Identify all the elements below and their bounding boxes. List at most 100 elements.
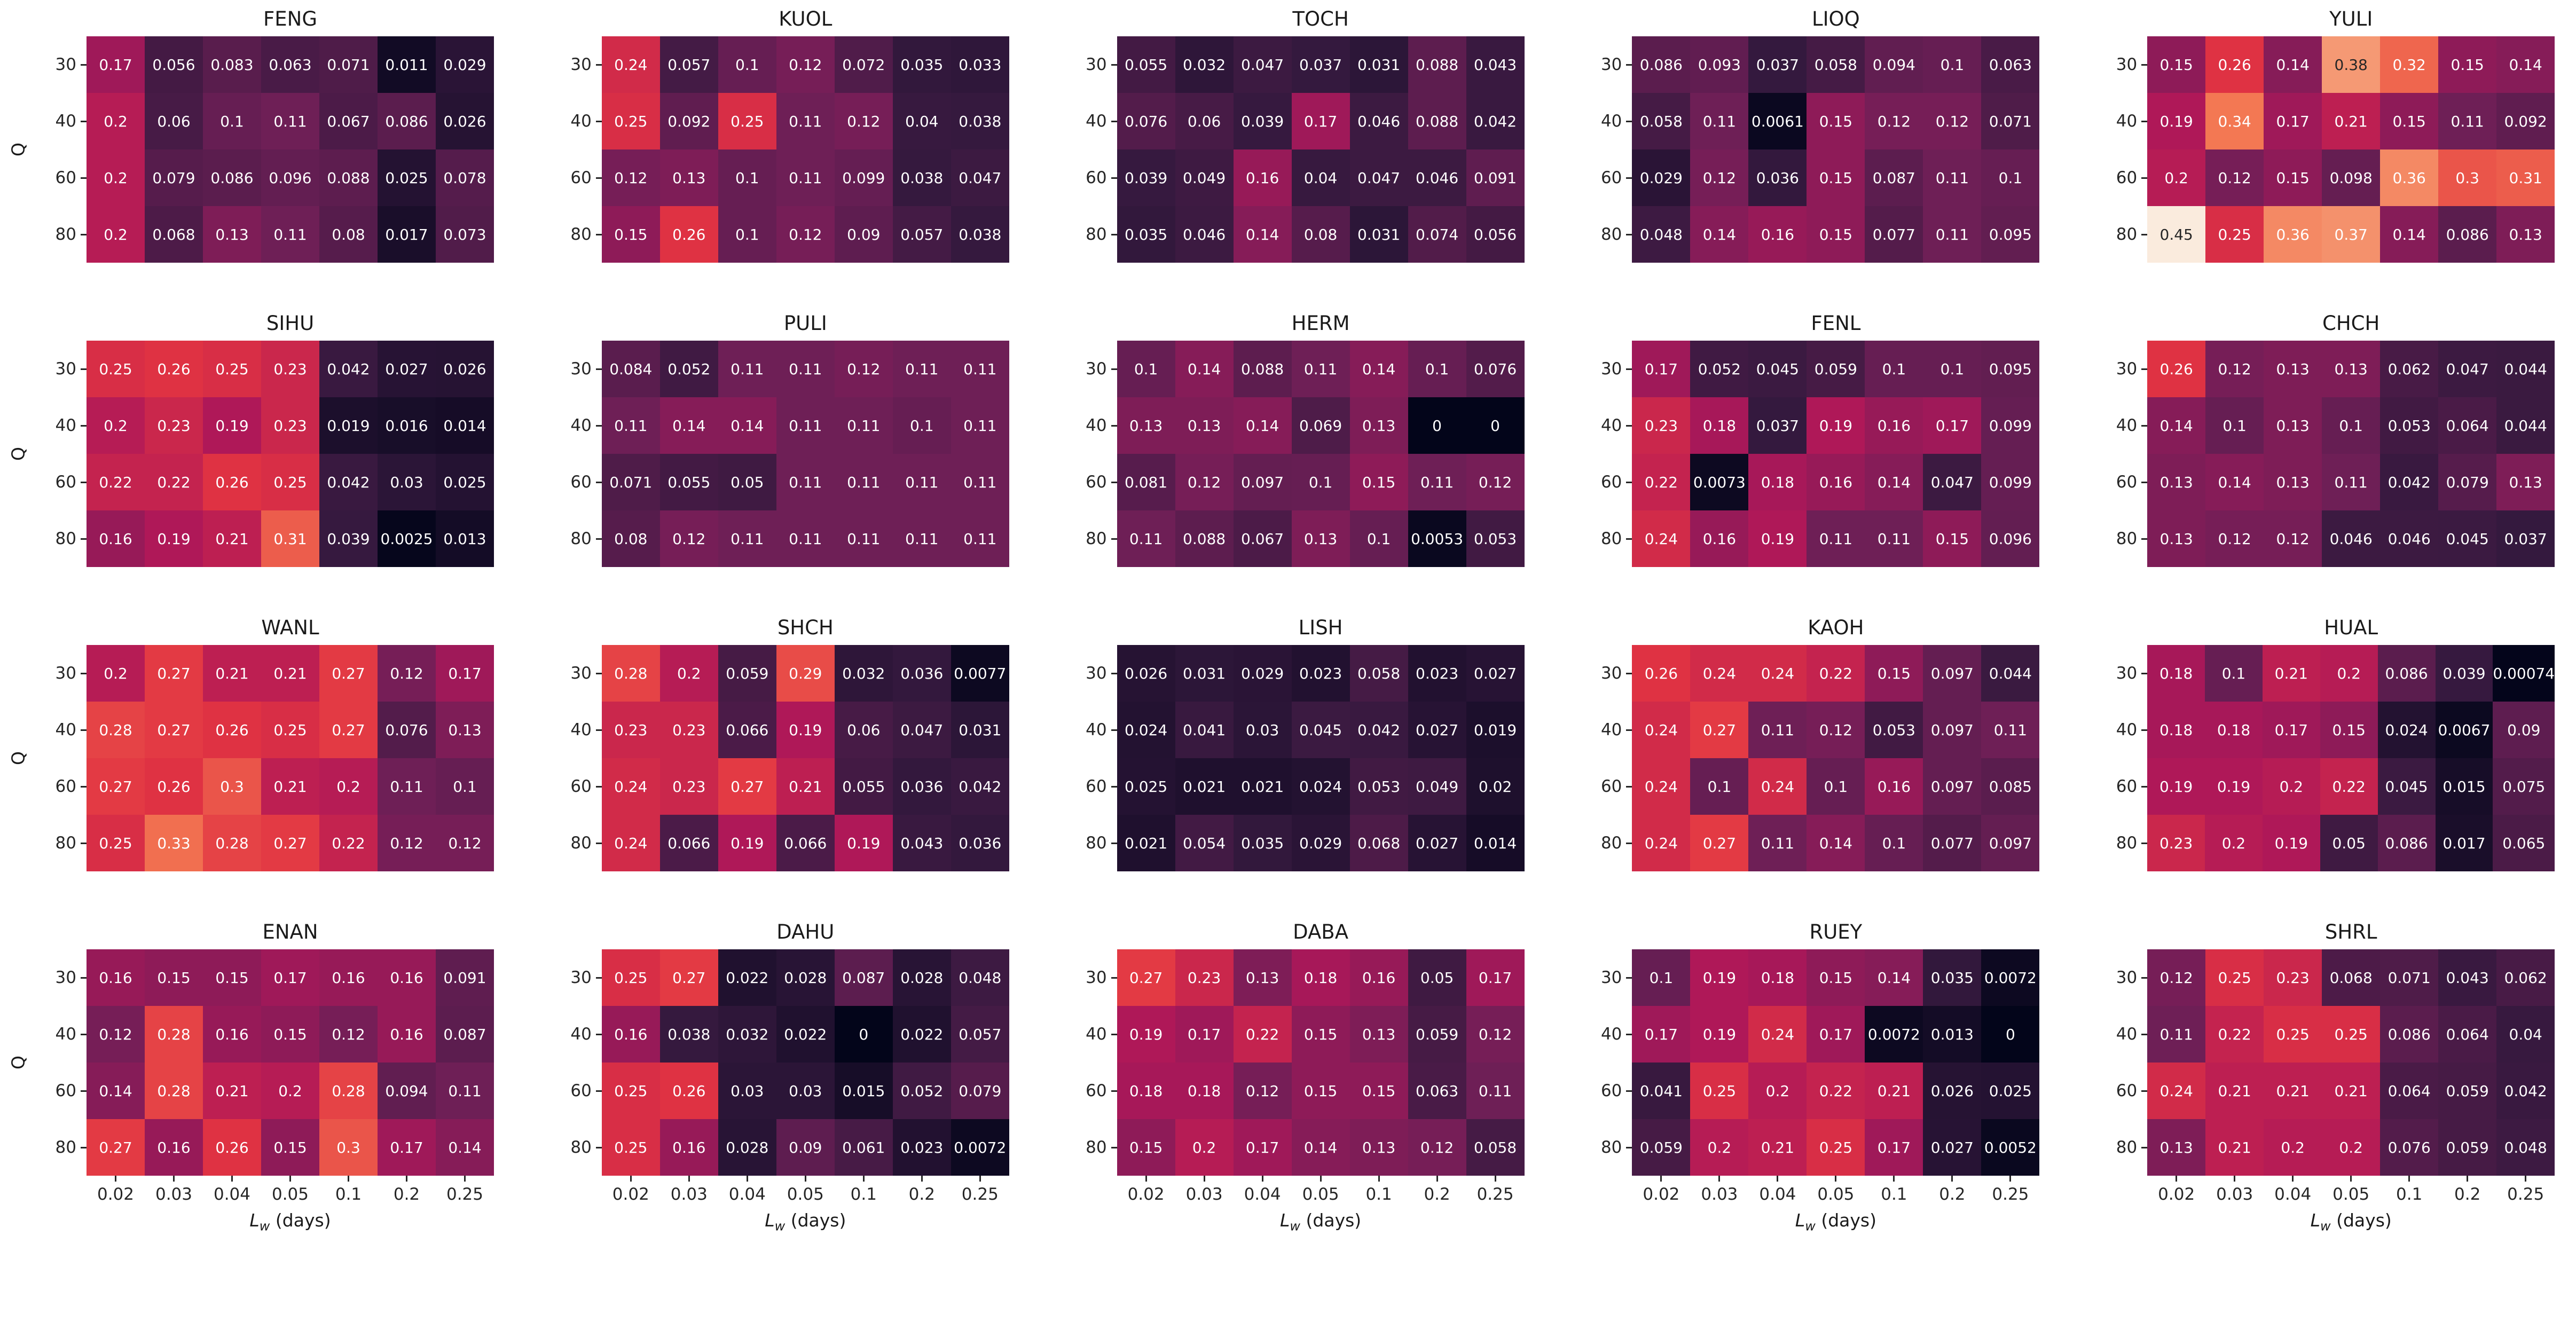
heatmap-cell: 0.1 [2322, 397, 2381, 454]
x-axis-label: Lw (days) [87, 1210, 494, 1234]
y-tick: 60 [1601, 454, 1632, 510]
heatmap-cell: 0.11 [892, 510, 951, 567]
y-tick-label: 30 [2116, 664, 2138, 683]
y-tick: 40 [56, 702, 87, 758]
y-tick: 80 [1601, 206, 1632, 263]
y-tick-label: 40 [2116, 416, 2138, 435]
y-tick: 60 [2116, 454, 2148, 510]
y-tick-label: 40 [1600, 720, 1622, 739]
y-tick-mark [595, 1090, 602, 1092]
heatmap-cell: 0.17 [1233, 1119, 1292, 1176]
y-tick-label: 60 [1086, 473, 1107, 492]
y-tick: 30 [570, 341, 602, 397]
y-tick: 60 [1086, 454, 1117, 510]
x-tick-label: 0.2 [2454, 1185, 2481, 1204]
x-tick-mark [979, 1176, 981, 1182]
heatmap-cell: 0.13 [2322, 341, 2381, 397]
heatmap-cell: 0.19 [1690, 949, 1749, 1006]
heatmap-cell: 0.024 [1117, 702, 1175, 758]
heatmap-cell: 0.069 [1291, 397, 1350, 454]
y-tick: 30 [1086, 36, 1117, 93]
heatmap-cell: 0.11 [1291, 341, 1350, 397]
heatmap-cell: 0.11 [892, 454, 951, 510]
heatmap-cell: 0.026 [436, 93, 494, 149]
y-tick-label: 40 [570, 720, 592, 739]
heatmap-cell: 0.25 [718, 93, 776, 149]
heatmap-cell: 0.14 [1233, 206, 1292, 263]
heatmap-cell: 0.091 [436, 949, 494, 1006]
heatmap-cell: 0.19 [718, 815, 776, 871]
heatmap-cell: 0.1 [1923, 36, 1982, 93]
heatmap-cell: 0.1 [892, 397, 951, 454]
y-tick-label: 40 [55, 1025, 76, 1044]
heatmap-cell: 0.094 [378, 1063, 436, 1119]
y-tick-label: 40 [570, 416, 592, 435]
heatmap-cell: 0.18 [2205, 702, 2263, 758]
y-tick-label: 80 [1600, 529, 1622, 548]
heatmap-cell: 0.021 [1117, 815, 1175, 871]
heatmap-cell: 0.056 [145, 36, 203, 93]
heatmap-cell: 0.14 [659, 397, 718, 454]
heatmap-cell: 0.1 [2205, 645, 2263, 702]
x-tick: 0.04 [718, 1176, 776, 1204]
y-tick: 40 [2116, 702, 2148, 758]
y-tick-mark [595, 729, 602, 731]
heatmap-cell: 0.096 [1981, 510, 2040, 567]
x-tick-mark [1436, 1176, 1438, 1182]
heatmap-cell: 0.16 [87, 949, 145, 1006]
x-tick-mark [2350, 1176, 2352, 1182]
y-tick-mark [1111, 785, 1117, 788]
heatmap-cell: 0.049 [1408, 758, 1466, 815]
x-tick-mark [746, 1176, 748, 1182]
heatmap-cell: 0.11 [951, 397, 1009, 454]
axes-ruey: 0.1 0.19 0.18 0.15 0.14 0.035 0.0072 0.17 0.19 0.… [1601, 949, 2040, 1204]
heatmap-cell: 0.2 [659, 645, 718, 702]
heatmap-cell: 0.11 [776, 454, 835, 510]
heatmap-cell: 0.24 [601, 36, 660, 93]
subplot-fenl: FENL 0.17 0.052 0.045 0.059 0.1 0.1 0.095 0.23 0.… [1545, 312, 2061, 567]
heatmap-cell: 0.11 [892, 341, 951, 397]
heatmap-cell: 0.025 [378, 149, 436, 206]
x-tick-mark [231, 1176, 233, 1182]
y-tick-label: 30 [55, 359, 76, 379]
y-tick-mark [2141, 177, 2148, 179]
y-tick: 80 [1601, 815, 1632, 871]
y-tick-label: 40 [570, 112, 592, 131]
heatmap-cell: 0.11 [1807, 510, 1865, 567]
heatmap-cell: 0 [834, 1006, 893, 1063]
y-tick-mark [1111, 233, 1117, 235]
heatmap-cell: 0.063 [261, 36, 319, 93]
y-tick-mark [1111, 842, 1117, 844]
heatmap-cell: 0.19 [2147, 758, 2205, 815]
axes-dahu: 0.25 0.27 0.022 0.028 0.087 0.028 0.048 0.16 0.0… [570, 949, 1009, 1204]
heatmap-cell: 0.11 [1981, 702, 2040, 758]
heatmap-cell: 0.28 [601, 645, 660, 702]
heatmap-cell: 0.2 [87, 206, 145, 263]
y-tick-label: 30 [2116, 359, 2138, 379]
heatmap-cell: 0.15 [1117, 1119, 1175, 1176]
heatmap-cell: 0.064 [2438, 397, 2497, 454]
y-tick: 40 [1601, 397, 1632, 454]
subplot-title-sihu: SIHU [266, 312, 315, 335]
y-tick: 30 [1086, 645, 1117, 702]
heatmap-cell: 0.13 [2264, 454, 2322, 510]
subplot-title-kaoh: KAOH [1808, 616, 1864, 639]
y-tick-label: 60 [1086, 1081, 1107, 1100]
heatmap-cell: 0.28 [145, 1063, 203, 1119]
y-tick: 40 [1601, 702, 1632, 758]
heatmap-cell: 0.23 [1632, 397, 1691, 454]
y-tick-mark [595, 977, 602, 979]
y-tick-label: 40 [55, 112, 76, 131]
x-tick-label: 0.04 [2274, 1185, 2312, 1204]
heatmap-cell: 0.086 [2438, 206, 2497, 263]
heatmap-grid-yuli: 0.15 0.26 0.14 0.38 0.32 0.15 0.14 0.19 0.34 0.17… [2147, 36, 2555, 263]
y-tick-label: 30 [55, 55, 76, 74]
heatmap-cell: 0.059 [2438, 1063, 2497, 1119]
x-axis-label: Lw (days) [602, 1210, 1009, 1234]
heatmap-cell: 0.1 [1865, 341, 1923, 397]
heatmap-cell: 0.066 [776, 815, 835, 871]
axes-toch: 0.055 0.032 0.047 0.037 0.031 0.088 0.043 0.076… [1086, 36, 1525, 263]
heatmap-grid-fenl: 0.17 0.052 0.045 0.059 0.1 0.1 0.095 0.23 0.18 0.… [1632, 341, 2040, 567]
heatmap-cell: 0.039 [2435, 645, 2493, 702]
heatmap-cell: 0.2 [2205, 815, 2263, 871]
